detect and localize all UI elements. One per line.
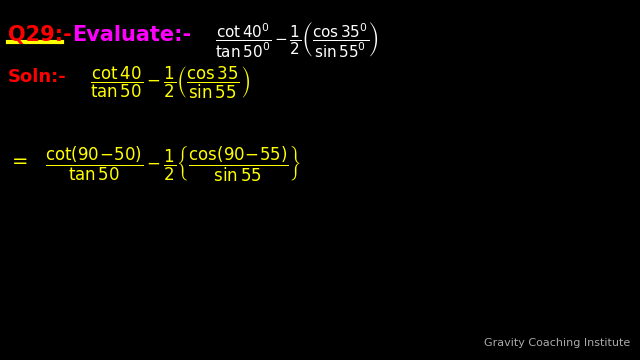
Text: $=$: $=$ — [8, 150, 28, 169]
Text: $\dfrac{\cot 40^0}{\tan 50^0} - \dfrac{1}{2}\left(\dfrac{\cos 35^0}{\sin 55^0}\r: $\dfrac{\cot 40^0}{\tan 50^0} - \dfrac{1… — [215, 20, 379, 59]
Text: Q29:-: Q29:- — [8, 25, 72, 45]
Text: $\dfrac{\mathrm{cot}\,40}{\mathrm{tan}\,50} - \dfrac{1}{2}\left(\dfrac{\mathrm{c: $\dfrac{\mathrm{cot}\,40}{\mathrm{tan}\,… — [90, 65, 250, 101]
Text: Gravity Coaching Institute: Gravity Coaching Institute — [484, 338, 630, 348]
Text: $\dfrac{\mathrm{cot}(90\!-\!50)}{\mathrm{tan}\,50} - \dfrac{1}{2}\left\{\dfrac{\: $\dfrac{\mathrm{cot}(90\!-\!50)}{\mathrm… — [45, 145, 301, 184]
Text: Evaluate:-: Evaluate:- — [72, 25, 191, 45]
Text: Soln:-: Soln:- — [8, 68, 67, 86]
